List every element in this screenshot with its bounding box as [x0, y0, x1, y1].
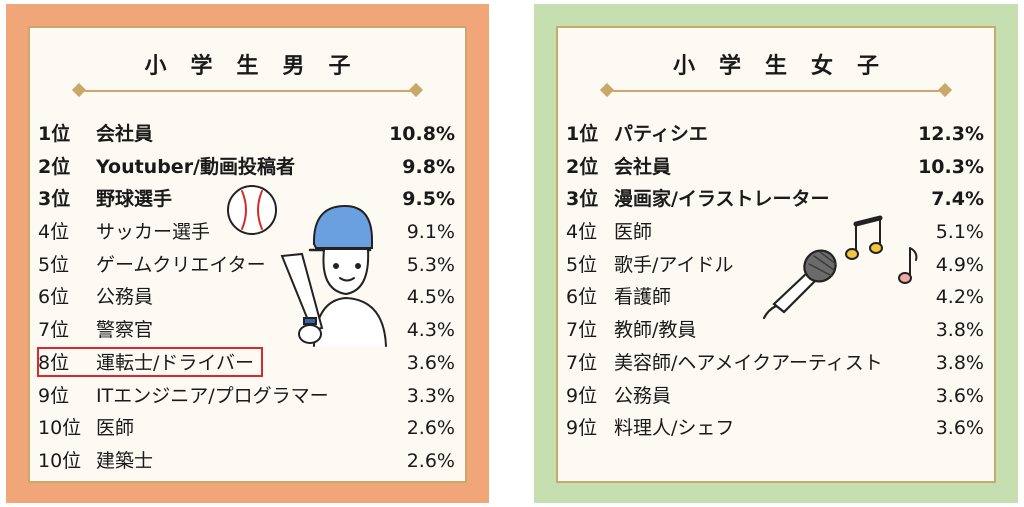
boys-panel: 小学生男子 1位 会社員 10.8% 2位 Youtuber/動画投稿者 9.8% 3位… [6, 4, 489, 503]
boys-row-6: 6位 公務員 4.5% [38, 286, 455, 309]
boys-row-5: 5位 ゲームクリエイター 5.3% [38, 253, 455, 276]
baseball-player-icon [227, 185, 387, 347]
girls-row-1: 1位 パティシエ 12.3% [566, 123, 984, 145]
girls-row-7: 7位 教師/教員 3.8% [566, 319, 984, 342]
boys-ranking-list: 1位 会社員 10.8% 2位 Youtuber/動画投稿者 9.8% 3位 野球選手 9.… [37, 118, 457, 478]
girls-row-6: 6位 看護師 4.2% [566, 286, 984, 309]
girls-row-9: 9位 公務員 3.6% [566, 384, 984, 407]
boys-title: 小学生男子 [144, 54, 375, 79]
girls-row-2: 2位 会社員 10.3% [566, 155, 984, 178]
boys-row-3: 3位 野球選手 9.5% [38, 188, 455, 211]
title-divider [80, 90, 415, 92]
girls-row-10: 9位 料理人/シェフ 3.6% [566, 417, 984, 440]
microphone-icon [762, 249, 837, 320]
boys-row-1: 1位 会社員 10.8% [38, 123, 455, 145]
girls-row-5: 5位 歌手/アイドル 4.9% [566, 253, 984, 276]
boys-row-10: 10位 医師 2.6% [38, 417, 455, 440]
highlight-box [37, 346, 263, 377]
boys-row-7: 7位 警察官 4.3% [38, 319, 455, 342]
boys-row-4: 4位 サッカー選手 9.1% [38, 221, 455, 244]
girls-ranking-list: 1位 パティシエ 12.3% 2位 会社員 10.3% 3位 漫画家/イラストレーター 7.… [566, 118, 986, 445]
boys-card: 小学生男子 1位 会社員 10.8% 2位 Youtuber/動画投稿者 9.8% 3位… [28, 26, 467, 483]
girls-card: 小学生女子 1位 パティシエ 12.3% 2位 会社員 10.3% 3位 漫画家/イラスト… [556, 26, 996, 483]
boys-row-9: 9位 ITエンジニア/プログラマー 3.3% [38, 384, 455, 407]
boys-row-2: 2位 Youtuber/動画投稿者 9.8% [38, 155, 455, 178]
boys-row-8-highlighted: 8位 運転士/ドライバー 3.6% [37, 346, 457, 380]
boys-row-11: 10位 建築士 2.6% [38, 449, 455, 472]
title-divider [608, 90, 944, 92]
girls-row-3: 3位 漫画家/イラストレーター 7.4% [566, 188, 984, 211]
girls-row-8: 7位 美容師/ヘアメイクアーティスト 3.8% [566, 351, 984, 374]
girls-panel: 小学生女子 1位 パティシエ 12.3% 2位 会社員 10.3% 3位 漫画家/イラスト… [534, 4, 1018, 503]
music-notes-icon [845, 215, 918, 284]
girls-title: 小学生女子 [672, 54, 903, 79]
girls-row-4: 4位 医師 5.1% [566, 221, 984, 244]
